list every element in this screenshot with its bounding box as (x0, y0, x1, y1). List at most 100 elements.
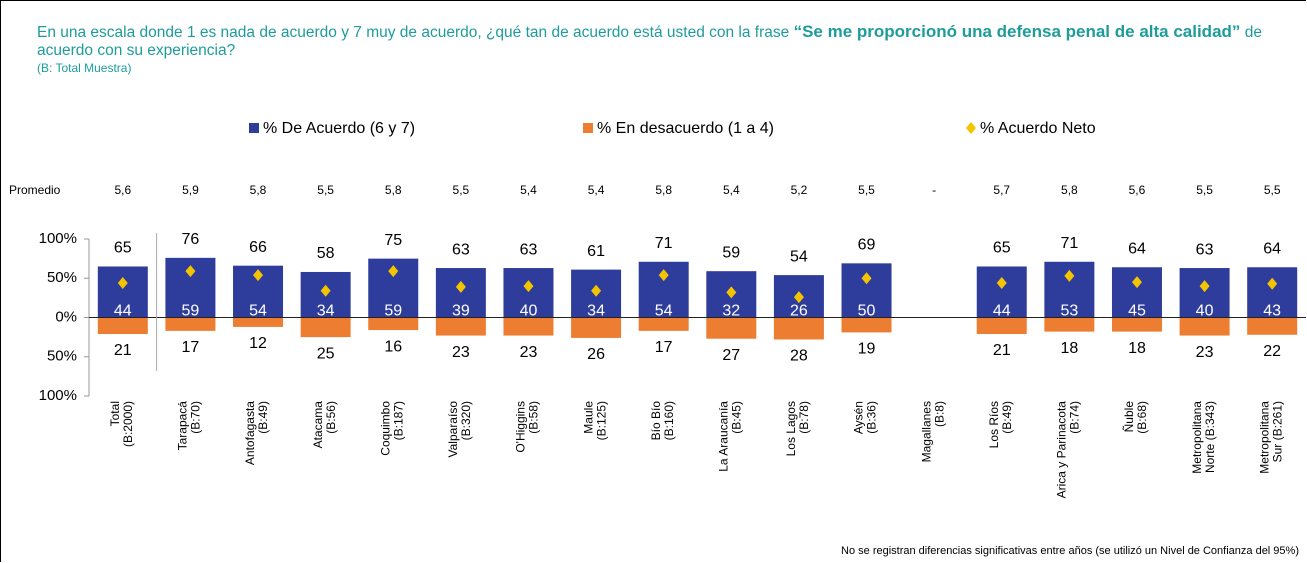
y-tick-label: 50% (47, 348, 77, 365)
promedio-label: Promedio (9, 183, 61, 197)
bar-disagree (706, 317, 757, 339)
legend-label: % Acuerdo Neto (980, 120, 1096, 137)
x-tick-label: (B:45) (729, 401, 743, 434)
agree-label: 71 (655, 235, 673, 252)
bar-disagree (1044, 317, 1095, 332)
legend-swatch (249, 123, 259, 133)
agree-label: 61 (587, 243, 605, 260)
promedio-value: 5,5 (1196, 183, 1213, 197)
bar-disagree (976, 317, 1027, 334)
x-tick-label: (B:74) (1068, 401, 1082, 434)
net-marker (1267, 277, 1278, 290)
x-tick-label: (B:56) (324, 401, 338, 434)
net-marker (1064, 269, 1075, 282)
subtitle: (B: Total Muestra) (37, 61, 132, 75)
y-tick-label: 0% (55, 308, 77, 325)
bar-disagree (165, 317, 216, 331)
agree-label: 63 (1196, 241, 1214, 258)
agree-label: 66 (249, 239, 267, 256)
agree-label: 65 (993, 240, 1011, 257)
x-tick-label: Maule (581, 401, 595, 434)
agree-label: 54 (790, 248, 808, 265)
disagree-label: 25 (317, 345, 335, 362)
net-label: 34 (317, 303, 335, 320)
agree-label: 75 (384, 232, 402, 249)
x-tick-label: Total (108, 401, 122, 426)
net-marker (523, 280, 534, 293)
x-tick-label: Ñuble (1122, 401, 1136, 433)
disagree-label: 22 (1263, 343, 1281, 360)
net-marker (658, 269, 669, 282)
bar-disagree (638, 317, 689, 331)
net-marker (117, 276, 128, 289)
agree-label: 63 (452, 241, 470, 258)
net-marker (388, 265, 399, 278)
net-label: 40 (1196, 303, 1214, 320)
net-label: 43 (1263, 303, 1281, 320)
x-tick-label: (B:125) (594, 401, 608, 440)
x-tick-label: (B:36) (865, 401, 879, 434)
promedio-value: 5,7 (993, 183, 1010, 197)
net-label: 44 (114, 303, 132, 320)
promedio-value: 5,9 (182, 183, 199, 197)
net-label: 59 (384, 303, 402, 320)
disagree-label: 23 (1196, 344, 1214, 361)
promedio-value: 5,6 (114, 183, 131, 197)
bar-disagree (97, 317, 148, 334)
disagree-label: 23 (452, 344, 470, 361)
disagree-label: 18 (1128, 340, 1146, 357)
x-tick-label: Norte (B:343) (1203, 401, 1217, 473)
bar-disagree (1111, 317, 1162, 332)
x-tick-label: (B:160) (662, 401, 676, 440)
disagree-label: 19 (858, 341, 876, 358)
promedio-value: 5,5 (1264, 183, 1281, 197)
agree-label: 71 (1060, 235, 1078, 252)
x-tick-label: Arica y Parinacota (1055, 401, 1069, 499)
x-tick-label: (B:2000) (121, 401, 135, 447)
promedio-value: 5,4 (588, 183, 605, 197)
x-tick-label: Aysén (852, 401, 866, 434)
x-tick-label: Valparaíso (446, 401, 460, 458)
bar-agree (503, 268, 554, 318)
net-label: 54 (655, 303, 673, 320)
x-tick-label: Antofagasta (243, 401, 257, 465)
x-tick-label: Tarapacá (176, 401, 190, 451)
net-marker (996, 276, 1007, 289)
net-label: 44 (993, 303, 1011, 320)
promedio-value: 5,8 (385, 183, 402, 197)
x-tick-label: O'Higgins (514, 401, 528, 453)
disagree-label: 27 (722, 347, 740, 364)
bar-disagree (841, 317, 892, 333)
x-tick-label: (B:49) (256, 401, 270, 434)
promedio-value: 5,6 (1129, 183, 1146, 197)
net-label: 50 (858, 303, 876, 320)
net-marker (455, 280, 466, 293)
disagree-label: 26 (587, 346, 605, 363)
bar-disagree (435, 317, 486, 336)
net-marker (185, 265, 196, 278)
x-tick-label: Sur (B:261) (1270, 401, 1284, 462)
chart-title: En una escala donde 1 es nada de acuerdo… (37, 23, 1287, 60)
x-tick-label: Metropolitana (1257, 401, 1271, 474)
net-marker (320, 284, 331, 297)
disagree-label: 16 (384, 338, 402, 355)
net-label: 40 (520, 303, 538, 320)
agree-label: 59 (722, 244, 740, 261)
disagree-label: 21 (114, 342, 132, 359)
net-marker (793, 291, 804, 304)
bar-disagree (773, 317, 824, 340)
net-label: 59 (182, 303, 200, 320)
promedio-value: 5,5 (453, 183, 470, 197)
bar-agree (1111, 267, 1162, 318)
bar-disagree (571, 317, 622, 338)
agree-label: 65 (114, 240, 132, 257)
bar-disagree (368, 317, 419, 331)
x-tick-label: Magallanes (919, 401, 933, 462)
x-tick-label: Los Ríos (987, 401, 1001, 448)
title-emphasis: “Se me proporcionó una defensa penal de … (793, 22, 1241, 41)
title-part: de acuerdo con su experiencia? (37, 24, 1262, 59)
disagree-label: 23 (520, 344, 538, 361)
legend-swatch (966, 122, 976, 134)
net-label: 39 (452, 303, 470, 320)
